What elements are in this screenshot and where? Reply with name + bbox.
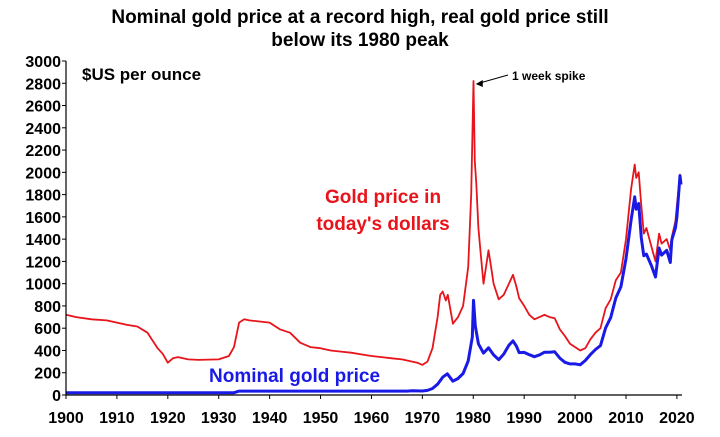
y-tick-label: 2400 (25, 121, 61, 138)
series-line-nominal-gold-price (66, 174, 683, 395)
y-tick-label: 0 (52, 388, 61, 405)
x-tick-label: 1990 (506, 410, 542, 427)
y-tick-label: 2800 (25, 76, 61, 93)
x-tick-label: 1940 (252, 410, 288, 427)
chart-title-line-1: Nominal gold price at a record high, rea… (111, 7, 609, 28)
x-tick-label: 1960 (354, 410, 390, 427)
x-tick-label: 1970 (405, 410, 441, 427)
series-label-real-line-1: Gold price in (325, 187, 441, 208)
x-tick-label: 2000 (557, 410, 593, 427)
y-tick-label: 1600 (25, 210, 61, 227)
y-tick-label: 600 (34, 321, 61, 338)
x-axis: 1900 1910 1920 1930 1940 1950 1960 1970 1980 1990… (48, 394, 695, 427)
units-label: $US per ounce (82, 65, 201, 84)
y-tick-label: 200 (34, 366, 61, 383)
x-tick-label: 1950 (303, 410, 339, 427)
annotation-arrow-line (479, 74, 509, 84)
x-tick-label: 2010 (608, 410, 644, 427)
y-axis: 0 200 400 600 800 1000 1200 1400 1600 1800 2000 220… (25, 54, 67, 405)
x-tick-label: 1910 (99, 410, 135, 427)
x-tick-label: 2020 (659, 410, 695, 427)
y-tick-label: 1000 (25, 277, 61, 294)
series-label-nominal: Nominal gold price (209, 366, 380, 387)
series-label-real-line-2: today's dollars (316, 214, 449, 235)
chart-title-line-2: below its 1980 peak (271, 30, 449, 51)
y-tick-label: 2600 (25, 99, 61, 116)
y-tick-label: 2000 (25, 165, 61, 182)
plot-area (65, 74, 683, 395)
y-tick-label: 1800 (25, 188, 61, 205)
annotation-arrow-head (475, 80, 483, 88)
y-tick-label: 800 (34, 299, 61, 316)
y-tick-label: 1200 (25, 254, 61, 271)
x-tick-label: 1920 (150, 410, 186, 427)
y-tick-label: 1400 (25, 232, 61, 249)
annotation-spike-label: 1 week spike (512, 69, 586, 83)
series-line-real-gold-price (65, 80, 682, 366)
chart-title: Nominal gold price at a record high, rea… (0, 6, 720, 52)
x-tick-label: 1900 (48, 410, 84, 427)
x-tick-label: 1980 (455, 410, 491, 427)
y-tick-label: 3000 (25, 54, 61, 71)
y-tick-label: 2200 (25, 143, 61, 160)
x-tick-label: 1930 (201, 410, 237, 427)
y-tick-label: 400 (34, 343, 61, 360)
